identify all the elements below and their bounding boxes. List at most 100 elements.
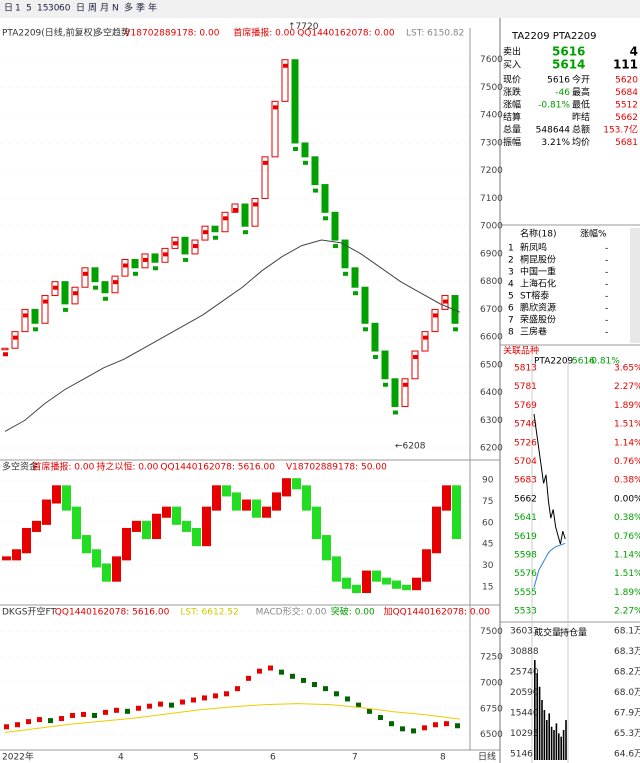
trend-block [313,188,318,193]
fund-step [152,513,161,540]
y-tick-label: 7600 [480,55,503,65]
fund-step [402,584,411,591]
vol-label: 20590 [510,688,539,698]
toolbar-button[interactable]: 月 [100,3,109,14]
signal-dot [378,715,383,721]
stock-name[interactable]: 鹏欣资源 [520,302,556,314]
signal-dot [26,719,31,725]
toolbar-button[interactable]: 多 [124,2,133,14]
fund-step [242,499,251,511]
toolbar-button[interactable]: 日 [4,3,13,14]
oi-label: 68.0万 [614,688,640,698]
candle [131,258,139,269]
trend-block [293,146,298,151]
fund-step [222,485,231,497]
row-rank: 8 [508,328,514,338]
x-tick-label: 7 [352,753,358,763]
fund-step [2,556,11,561]
y-tick-label: 6750 [480,704,503,714]
pct-label: 0.76% [614,457,640,467]
ma-line [4,239,461,432]
stock-name[interactable]: 三房巷 [520,326,547,338]
trend-block [233,208,238,212]
price-label: 5746 [514,420,537,430]
trend-block [43,299,48,304]
stock-name[interactable]: ST榕泰 [520,290,549,302]
signal-dot [334,691,339,697]
fund-step [102,563,111,582]
candle [111,275,119,294]
y-tick-label: 7250 [480,653,503,663]
toolbar-button[interactable]: 日 [76,3,85,14]
trend-block [73,291,78,296]
stock-name[interactable]: 上海石化 [520,278,556,290]
signal-dot [114,707,119,713]
toolbar-button[interactable]: 1 [15,4,21,14]
fund-step [312,506,321,540]
y-tick-label: 7000 [480,679,503,689]
toolbar-button[interactable]: 季 [136,2,145,14]
candle [61,281,69,305]
trend-block [453,327,458,332]
fund-step [342,577,351,589]
scrollbar[interactable] [630,228,640,343]
x-tick-label: 4 [118,753,124,763]
x-tick-label: 8 [440,753,446,763]
period-label[interactable]: 日线 [478,751,496,763]
y-tick-label: 7300 [480,138,503,148]
pct-label: 1.14% [614,551,640,561]
stock-name[interactable]: 中国一重 [520,266,556,278]
fund-step [52,485,61,504]
x-tick-label: 2022年 [2,751,34,763]
price-label: 5598 [514,551,537,561]
book-volume: 111 [613,58,638,72]
quote-cell: 3.21% [541,138,570,148]
toolbar-button[interactable]: 30 [48,4,60,14]
trend-block [353,291,358,296]
pct-label: 0.76% [614,532,640,542]
high-annotation: ↑7720 [288,22,319,32]
signal-dot [125,708,130,714]
x-tick-label: 6 [270,753,276,763]
signal-dot [213,693,218,699]
toolbar-button[interactable]: 5 [26,4,32,14]
label: LST: 6150.82 [406,29,464,39]
trend-block [423,335,428,340]
fund-step [172,506,181,525]
book-price: 5616 [552,45,585,59]
trend-block [343,271,348,276]
book-label: 卖出 [503,46,521,58]
candle [271,100,279,158]
trend-block [13,335,18,340]
pct-label: 3.65% [614,364,640,374]
toolbar-button[interactable]: 周 [88,3,97,14]
signal-dot [70,712,75,718]
price-label: 5662 [514,494,537,504]
candle [11,331,19,349]
signal-dot [59,716,64,722]
vol-label: 36033 [510,627,539,637]
stock-change: - [605,328,608,338]
toolbar-button[interactable]: 60 [59,4,71,14]
trend-block [83,271,88,276]
label: V18702889178: 0.00 [124,29,219,39]
pct-label: 2.27% [614,607,640,617]
volume-bar [553,730,555,760]
stock-name[interactable]: 新凤鸣 [520,242,547,254]
tab[interactable]: 关联品种 [503,345,539,357]
quote-title: TA2209 PTA2209 [511,31,596,42]
volume-bar [543,710,546,760]
candle [151,253,159,263]
fund-step [372,570,381,582]
toolbar-button[interactable]: 15 [37,4,48,14]
trend-block [383,382,388,387]
stock-name[interactable]: 桐昆股份 [520,254,556,266]
stock-name[interactable]: 荣盛股份 [520,314,556,326]
toolbar-button[interactable]: N [112,4,119,14]
candle [381,350,389,380]
toolbar-button[interactable]: 年 [148,2,157,14]
book-volume: 4 [630,45,638,59]
fund-step [132,520,141,532]
candle [301,142,309,158]
